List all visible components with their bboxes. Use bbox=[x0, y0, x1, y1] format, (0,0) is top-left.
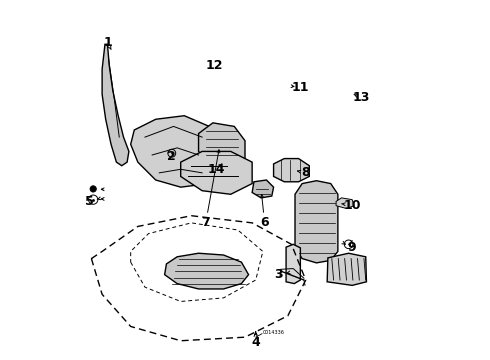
Text: 9: 9 bbox=[348, 241, 357, 255]
Text: 5: 5 bbox=[85, 195, 94, 208]
Text: 7: 7 bbox=[201, 216, 210, 229]
Polygon shape bbox=[198, 123, 245, 169]
Polygon shape bbox=[102, 44, 129, 166]
Circle shape bbox=[90, 186, 97, 192]
Polygon shape bbox=[327, 253, 367, 285]
Polygon shape bbox=[336, 198, 354, 208]
Polygon shape bbox=[165, 253, 248, 289]
Polygon shape bbox=[181, 152, 252, 194]
Polygon shape bbox=[273, 158, 309, 182]
Polygon shape bbox=[131, 116, 227, 187]
Polygon shape bbox=[295, 181, 338, 263]
Text: 1: 1 bbox=[103, 36, 112, 49]
Polygon shape bbox=[252, 180, 273, 198]
Text: 10: 10 bbox=[343, 198, 361, 212]
Text: 11: 11 bbox=[292, 81, 309, 94]
Text: 4: 4 bbox=[251, 336, 260, 349]
Text: 0014336: 0014336 bbox=[262, 330, 284, 336]
Text: 3: 3 bbox=[274, 268, 283, 281]
Text: 2: 2 bbox=[168, 150, 176, 163]
Text: 12: 12 bbox=[206, 59, 223, 72]
Polygon shape bbox=[286, 244, 300, 284]
Text: 14: 14 bbox=[208, 163, 225, 176]
Text: 6: 6 bbox=[260, 216, 269, 229]
Text: 13: 13 bbox=[352, 91, 370, 104]
Text: 8: 8 bbox=[301, 166, 310, 179]
